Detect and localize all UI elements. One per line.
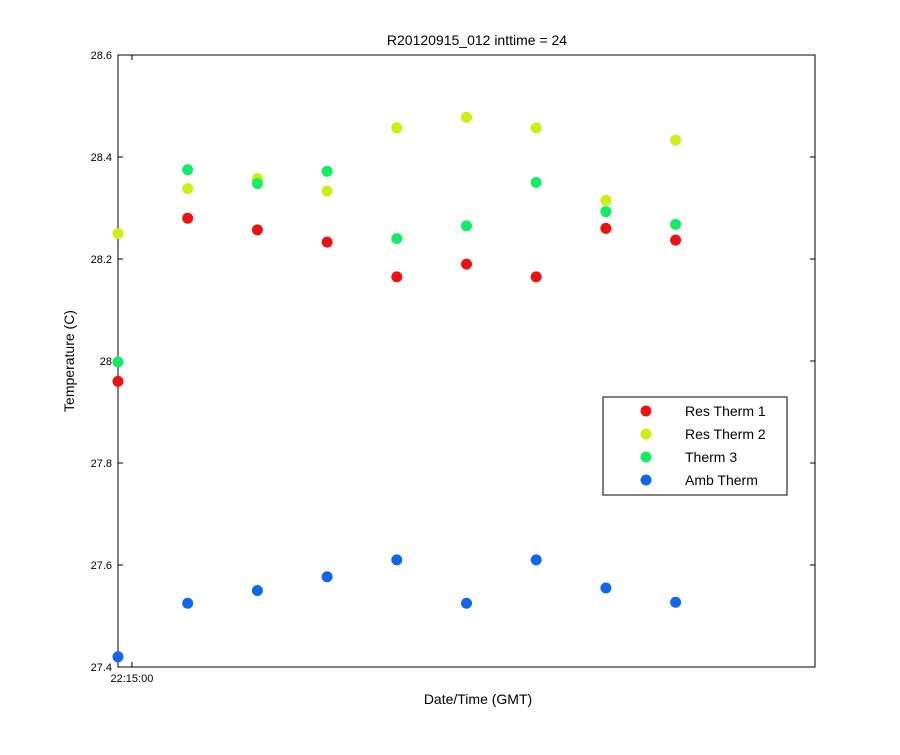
y-tick-label: 28 [100,356,112,368]
data-point [461,220,472,232]
x-axis: 22:15:00 [111,55,154,685]
series-4 [112,554,682,663]
legend-marker [640,451,652,463]
chart-title: R20120915_012 inttime = 24 [387,32,567,48]
legend-marker [640,405,652,417]
data-point [670,234,682,246]
data-point [391,122,403,134]
data-point [461,111,472,123]
plot-area [117,54,816,668]
data-point [670,596,682,608]
y-tick-label: 28.6 [91,50,112,62]
y-tick-label: 27.6 [91,560,112,572]
data-point [182,212,194,224]
data-point [670,218,682,230]
legend-label: Res Therm 1 [685,403,766,419]
data-point [251,585,263,596]
data-point [391,233,403,245]
x-axis-title: Date/Time (GMT) [424,691,532,707]
y-tick-label: 27.4 [91,662,112,674]
data-point [182,183,194,195]
x-tick-label: 22:15:00 [111,673,154,685]
data-point [600,206,612,218]
data-point [182,164,194,176]
legend: Res Therm 1 Res Therm 2 Therm 3 Amb Therm [602,396,788,496]
data-point [321,165,333,177]
data-point [530,177,542,188]
data-point [321,236,333,248]
data-point [391,554,403,566]
data-point [112,651,124,663]
data-point [530,122,542,134]
data-point [182,597,194,609]
y-tick-label: 27.8 [91,458,112,470]
legend-box [602,396,788,496]
data-point [112,375,124,387]
data-point [321,185,333,197]
data-point [670,134,682,146]
legend-marker [640,474,652,486]
data-point [530,554,542,566]
y-axis-title: Temperature (C) [61,310,77,412]
data-point [600,582,612,594]
data-point [530,271,542,283]
data-point [600,194,612,206]
data-point [461,258,472,270]
y-tick-label: 28.2 [91,254,112,266]
data-point [112,356,124,368]
legend-label: Amb Therm [685,472,758,488]
series-2 [112,111,682,239]
data-point [251,178,263,190]
data-points [112,111,682,663]
data-point [251,224,263,236]
series-1 [112,212,682,387]
data-point [461,597,472,609]
data-point [600,222,612,234]
legend-label: Res Therm 2 [685,426,766,442]
data-point [112,228,124,239]
y-axis: 27.4 27.6 27.8 28 28.2 28.4 28.6 [91,50,815,674]
legend-marker [640,428,652,440]
data-point [391,271,403,283]
data-point [321,571,333,583]
legend-label: Therm 3 [685,449,737,465]
series-3 [112,164,682,368]
y-tick-label: 28.4 [91,152,112,164]
